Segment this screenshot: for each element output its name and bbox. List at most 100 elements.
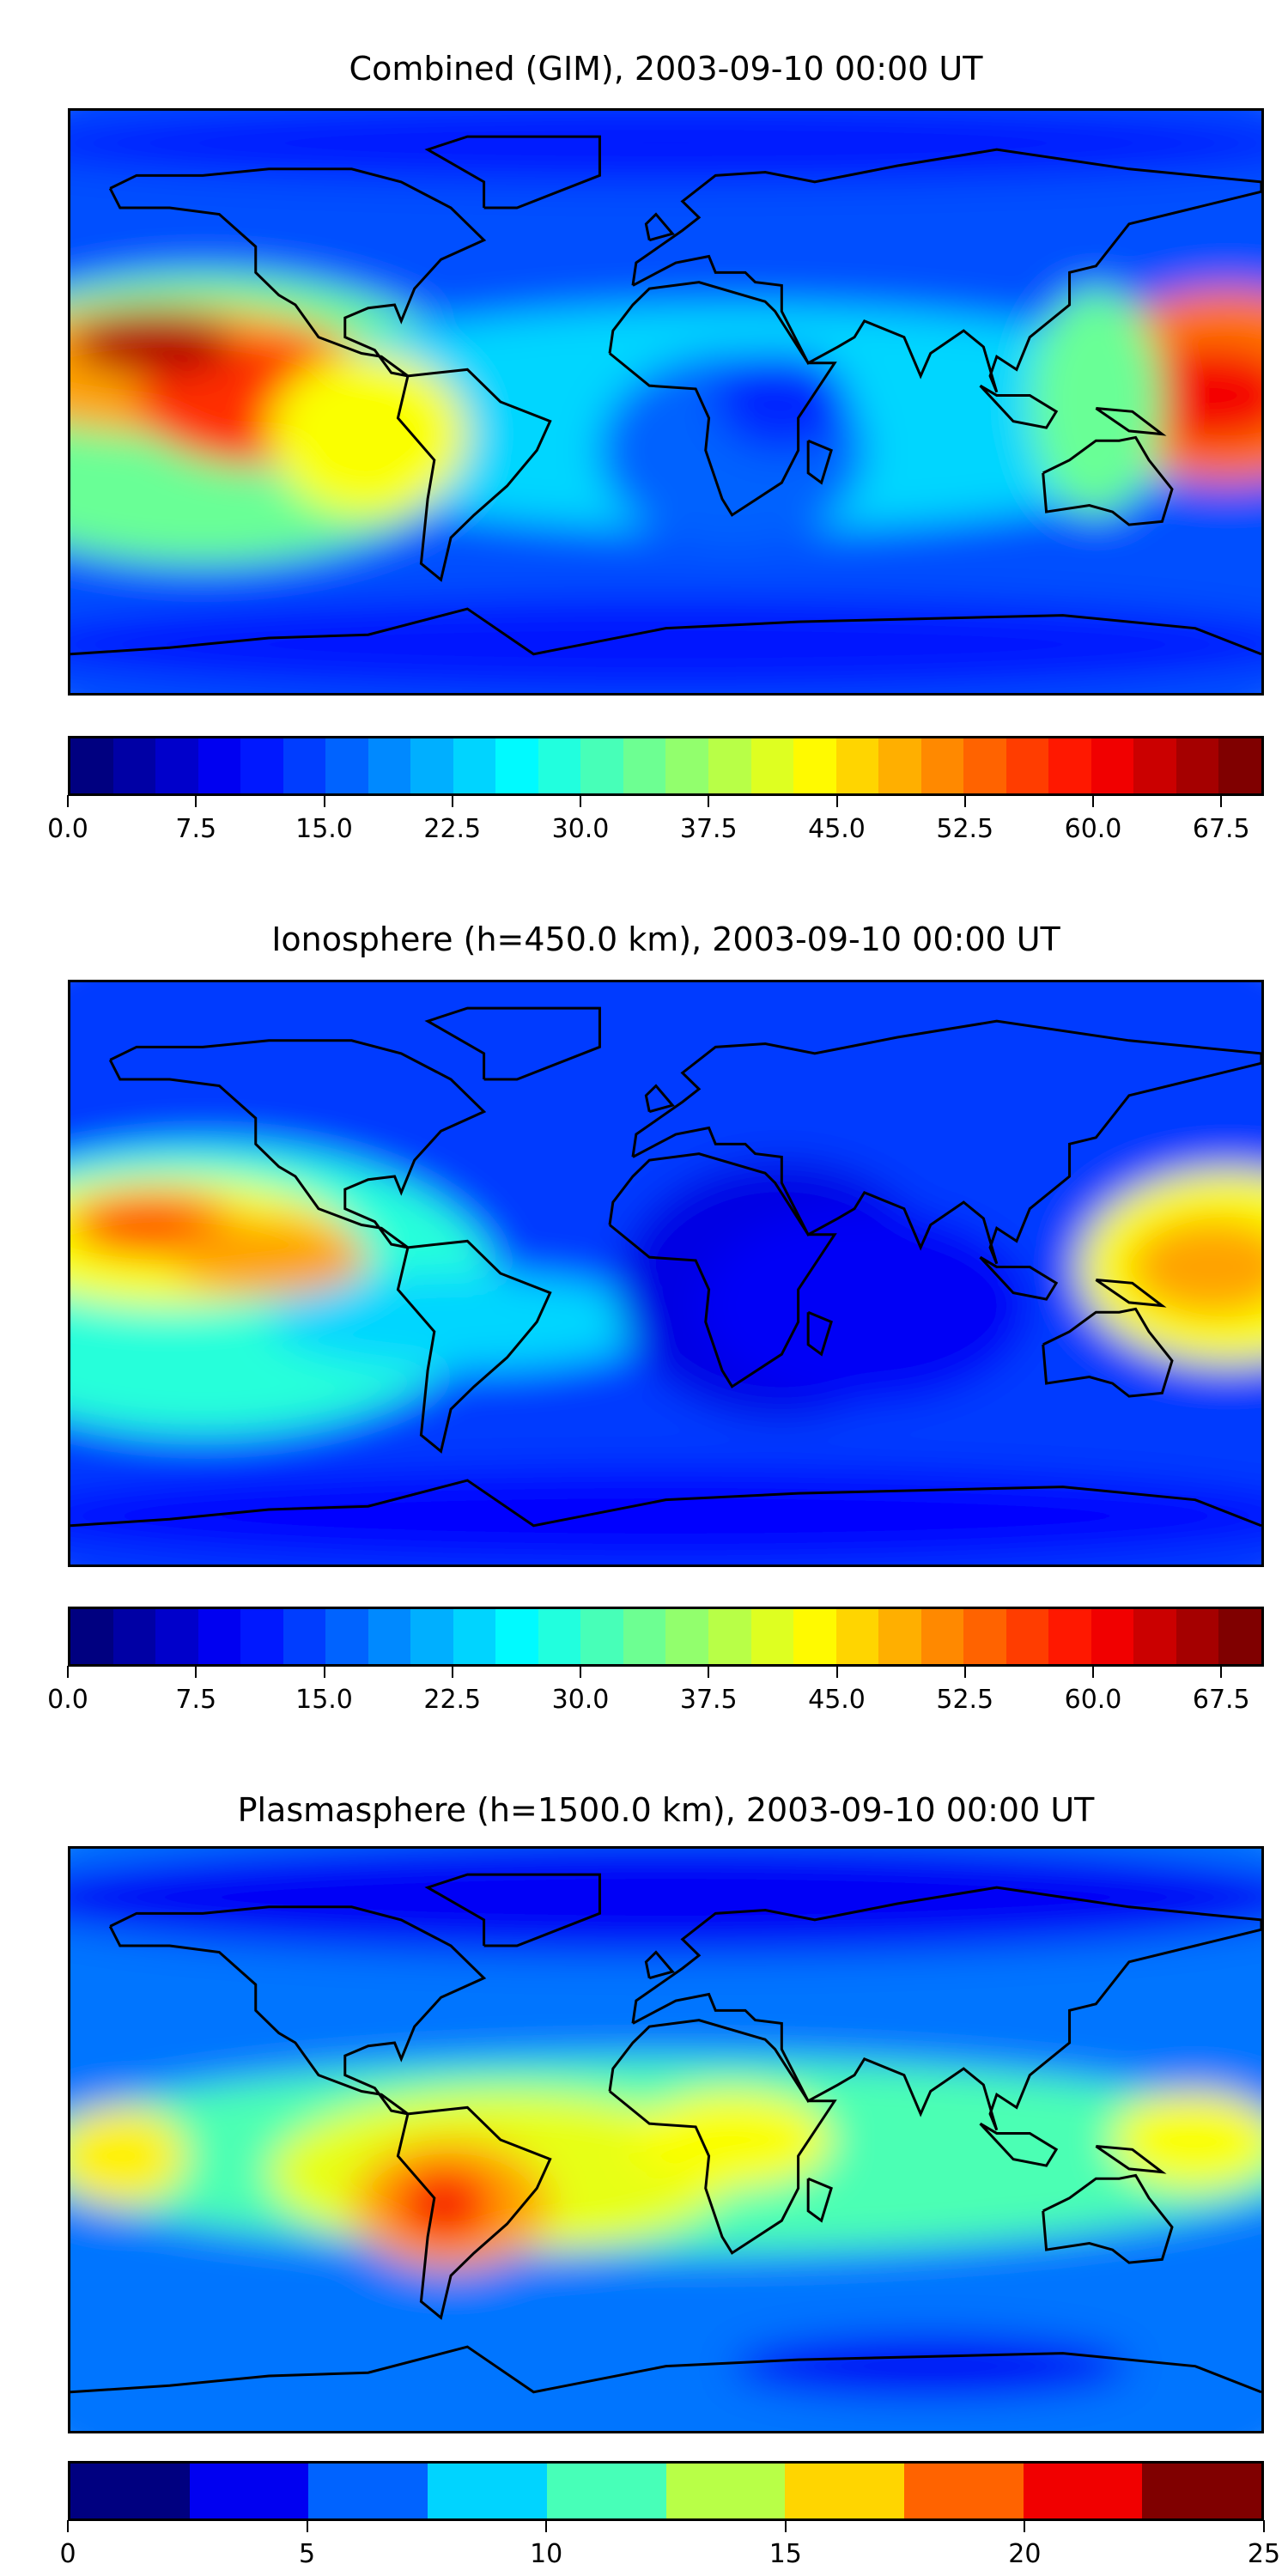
colorbar-tick-label: 37.5 (679, 814, 738, 844)
field-region (632, 2091, 832, 2189)
colorbar-tick (323, 1666, 325, 1678)
colorbar-level (1218, 1609, 1261, 1664)
colorbar-level (368, 738, 411, 793)
colorbar-level (1005, 738, 1049, 793)
coastline-south-america (398, 369, 550, 580)
coastline-greenland (428, 1874, 599, 1946)
field-contours (70, 1849, 1261, 2431)
coastline-australia (1043, 2175, 1172, 2263)
coastline-north-america (110, 169, 483, 376)
coastline-south-america (398, 2107, 550, 2318)
colorbar-level (1005, 1609, 1049, 1664)
colorbar-tick-label: 60.0 (1064, 814, 1122, 844)
colorbar-tick-label: 7.5 (175, 814, 217, 844)
colorbar-level (1048, 1609, 1091, 1664)
coastline-new-guinea (1096, 1280, 1162, 1306)
coastline-north-america (110, 1907, 483, 2114)
field-region (70, 111, 1261, 182)
coastline-africa (610, 1154, 835, 1387)
colorbar-level (750, 738, 794, 793)
field-region (1128, 346, 1261, 444)
colorbar-tick (580, 1666, 581, 1678)
colorbar-level (325, 1609, 368, 1664)
panel3-title: Plasmasphere (h=1500.0 km), 2003-09-10 0… (237, 1791, 1095, 1829)
colorbar-level (835, 738, 879, 793)
colorbar-level (1142, 2464, 1262, 2518)
colorbar-level (112, 1609, 156, 1664)
colorbar-tick (835, 795, 838, 807)
colorbar-level (963, 1609, 1006, 1664)
colorbar-tick (963, 1666, 966, 1678)
colorbar-level (785, 2464, 904, 2518)
colorbar-level (920, 1609, 964, 1664)
colorbar-tick-label: 15.0 (295, 1685, 353, 1715)
coastline-madagascar (808, 2178, 831, 2221)
coastline-indonesia (981, 1257, 1057, 1299)
colorbar-level (580, 1609, 623, 1664)
panel1-title: Combined (GIM), 2003-09-10 00:00 UT (349, 50, 983, 88)
colorbar-level (793, 738, 836, 793)
field-region (169, 1218, 368, 1297)
colorbar-tick-label: 5 (299, 2539, 316, 2569)
field-region (269, 353, 468, 515)
colorbar-level (283, 1609, 326, 1664)
colorbar-level (197, 738, 241, 793)
coastline-south-america (398, 1241, 550, 1451)
colorbar-level (70, 2464, 190, 2518)
colorbar-tick-label: 67.5 (1192, 1685, 1250, 1715)
colorbar-level (240, 1609, 283, 1664)
colorbar-tick (451, 1666, 453, 1678)
colorbar-level (70, 738, 113, 793)
coastline-antarctica (70, 1480, 1261, 1526)
coastline-eurasia (633, 1887, 1261, 2130)
field-region (1128, 1218, 1261, 1315)
coastline-greenland (428, 1008, 599, 1079)
colorbar-level (665, 2464, 786, 2518)
panel2-map (68, 980, 1264, 1567)
colorbar-level (70, 1609, 113, 1664)
colorbar-level (453, 1609, 496, 1664)
panel1-colorbar-ticks: 0.0 7.5 15.0 22.5 30.0 37.5 45.0 52.5 60.0 67.5 (47, 795, 1264, 847)
colorbar-tick-label: 10 (530, 2539, 563, 2569)
colorbar-tick (1092, 795, 1094, 807)
colorbar-tick-label: 22.5 (423, 814, 482, 844)
coastline-new-guinea (1096, 409, 1162, 434)
colorbar-tick (67, 2520, 69, 2532)
colorbar-level (308, 2464, 428, 2518)
colorbar-level (368, 1609, 411, 1664)
coastline-eurasia (633, 1021, 1261, 1264)
colorbar-level (1133, 1609, 1176, 1664)
colorbar-tick-label: 60.0 (1064, 1685, 1122, 1715)
panel2-colorbar (68, 1607, 1264, 1667)
colorbar-tick (67, 795, 69, 807)
colorbar-tick (1024, 2520, 1026, 2532)
field-region (269, 1273, 666, 1370)
colorbar-level (835, 1609, 879, 1664)
colorbar-level (903, 2464, 1024, 2518)
colorbar-tick (835, 1666, 838, 1678)
colorbar-tick-label: 22.5 (423, 1685, 482, 1715)
colorbar-level (495, 738, 538, 793)
panel3-map (68, 1846, 1264, 2433)
colorbar-tick (545, 2520, 548, 2532)
colorbar-level (155, 1609, 198, 1664)
panel2-title: Ionosphere (h=450.0 km), 2003-09-10 00:0… (271, 920, 1060, 958)
colorbar-tick (708, 795, 710, 807)
colorbar-tick (1220, 1666, 1223, 1678)
colorbar-tick-label: 30.0 (551, 1685, 610, 1715)
colorbar-tick-label: 52.5 (936, 814, 994, 844)
colorbar-tick-label: 45.0 (808, 1685, 866, 1715)
coastline-eurasia (633, 149, 1261, 392)
coastline-antarctica (70, 609, 1261, 654)
coastline-africa (610, 2020, 835, 2253)
colorbar-tick-label: 15.0 (295, 814, 353, 844)
colorbar-level (750, 1609, 794, 1664)
colorbar-tick-label: 0.0 (47, 1685, 88, 1715)
colorbar-tick-label: 52.5 (936, 1685, 994, 1715)
coastline-britain (646, 1086, 672, 1112)
field-region (70, 1849, 1261, 1956)
colorbar-tick (1220, 795, 1223, 807)
field-region (1030, 289, 1163, 515)
colorbar-level (878, 1609, 921, 1664)
colorbar-tick (451, 795, 453, 807)
